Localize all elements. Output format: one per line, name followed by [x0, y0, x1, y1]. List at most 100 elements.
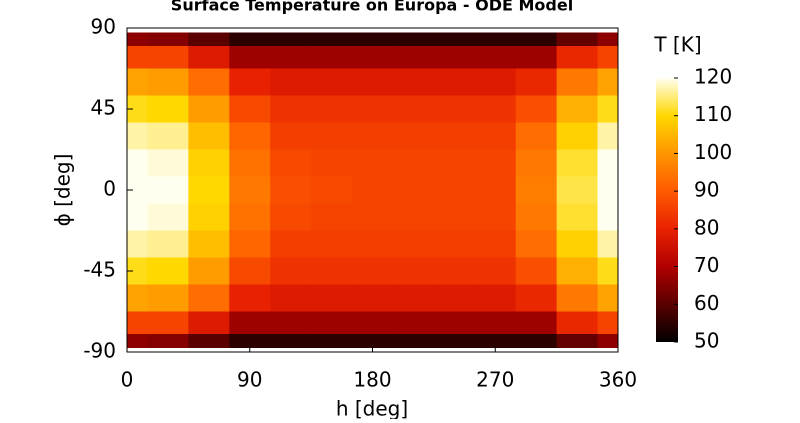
temperature-cell: [352, 230, 394, 258]
temperature-cell: [147, 46, 189, 69]
temperature-cell: [311, 284, 353, 312]
temperature-cell: [515, 46, 558, 69]
temperature-cell: [270, 334, 312, 348]
temperature-cell: [515, 334, 558, 348]
x-tick-label: 180: [353, 368, 391, 392]
temperature-cell: [127, 32, 148, 47]
temperature-cell: [147, 149, 189, 177]
temperature-cell: [515, 149, 558, 177]
temperature-cell: [229, 334, 271, 348]
temperature-cell: [229, 149, 271, 177]
temperature-cell: [147, 176, 189, 204]
temperature-cell: [433, 32, 476, 47]
temperature-cell: [311, 257, 353, 285]
colorbar-tick-label: 110: [694, 102, 732, 126]
y-tick-label: 45: [91, 96, 116, 120]
temperature-cell: [188, 334, 230, 348]
temperature-cell: [392, 311, 435, 335]
temperature-cell: [433, 176, 476, 204]
temperature-cell: [433, 334, 476, 348]
temperature-cell: [188, 176, 230, 204]
temperature-cell: [311, 95, 353, 123]
temperature-cell: [147, 230, 189, 258]
colorbar-tick-label: 50: [694, 329, 719, 353]
temperature-cell: [311, 149, 353, 177]
temperature-cell: [474, 203, 517, 231]
temperature-cell: [392, 230, 435, 258]
temperature-cell: [515, 122, 558, 150]
colorbar-tick-label: 100: [694, 140, 732, 164]
temperature-cell: [147, 95, 189, 123]
temperature-cell: [515, 95, 558, 123]
temperature-cell: [433, 284, 476, 312]
temperature-cell: [352, 311, 394, 335]
temperature-cell: [392, 334, 435, 348]
temperature-cell: [229, 203, 271, 231]
temperature-cell: [352, 149, 394, 177]
temperature-cell: [597, 32, 619, 47]
temperature-cell: [597, 311, 619, 335]
temperature-cell: [392, 203, 435, 231]
temperature-cell: [515, 176, 558, 204]
y-tick-label: -90: [83, 339, 116, 363]
temperature-cell: [392, 68, 435, 96]
temperature-cell: [597, 68, 619, 96]
temperature-cell: [352, 176, 394, 204]
temperature-cell: [311, 122, 353, 150]
temperature-cell: [556, 46, 599, 69]
temperature-cell: [597, 95, 619, 123]
temperature-cell: [352, 46, 394, 69]
temperature-cell: [556, 176, 599, 204]
temperature-cell: [474, 46, 517, 69]
temperature-cell: [556, 311, 599, 335]
temperature-cell: [352, 257, 394, 285]
temperature-cell: [127, 334, 148, 348]
temperature-cell: [556, 32, 599, 47]
colorbar-tick-label: 80: [694, 215, 719, 239]
temperature-cell: [127, 68, 148, 96]
temperature-cell: [188, 230, 230, 258]
temperature-cell: [188, 203, 230, 231]
temperature-cell: [474, 68, 517, 96]
temperature-cell: [127, 176, 148, 204]
temperature-cell: [597, 257, 619, 285]
temperature-cell: [474, 334, 517, 348]
temperature-cell: [188, 95, 230, 123]
temperature-cell: [229, 230, 271, 258]
temperature-cell: [188, 149, 230, 177]
temperature-cell: [597, 230, 619, 258]
temperature-cell: [147, 32, 189, 47]
temperature-cell: [270, 176, 312, 204]
temperature-cell: [433, 311, 476, 335]
temperature-cell: [556, 257, 599, 285]
temperature-cell: [229, 122, 271, 150]
temperature-cell: [147, 122, 189, 150]
temperature-cell: [352, 68, 394, 96]
temperature-cell: [556, 149, 599, 177]
temperature-cell: [474, 311, 517, 335]
temperature-cell: [433, 230, 476, 258]
temperature-cell: [392, 95, 435, 123]
temperature-cell: [127, 311, 148, 335]
temperature-cell: [127, 284, 148, 312]
colorbar-label: T [K]: [653, 33, 701, 57]
temperature-cell: [352, 32, 394, 47]
x-tick-label: 90: [237, 368, 262, 392]
temperature-cell: [311, 203, 353, 231]
temperature-cell: [597, 122, 619, 150]
temperature-cell: [127, 149, 148, 177]
temperature-cell: [352, 334, 394, 348]
temperature-cell: [556, 95, 599, 123]
temperature-cell: [188, 32, 230, 47]
temperature-cell: [229, 68, 271, 96]
temperature-cell: [311, 46, 353, 69]
temperature-cell: [392, 122, 435, 150]
temperature-cell: [597, 46, 619, 69]
temperature-cell: [270, 46, 312, 69]
temperature-cell: [229, 284, 271, 312]
y-tick-label: -45: [83, 258, 116, 282]
temperature-cell: [127, 230, 148, 258]
temperature-cell: [311, 311, 353, 335]
temperature-cell: [392, 176, 435, 204]
